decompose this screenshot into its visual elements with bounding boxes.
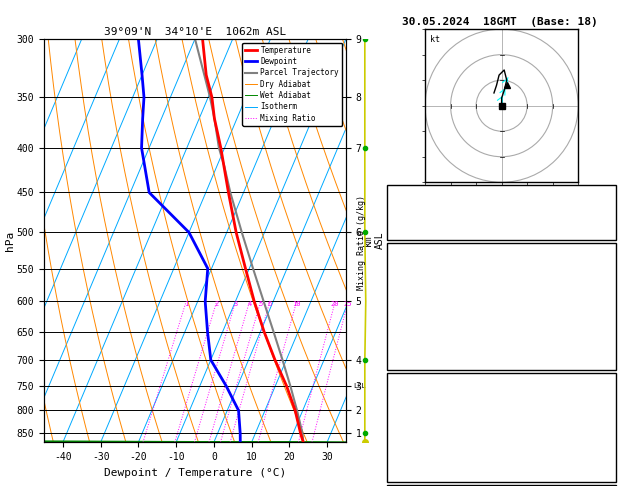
Y-axis label: km
ASL: km ASL [363, 232, 384, 249]
Text: 570: 570 [594, 450, 611, 460]
Text: PW (cm): PW (cm) [392, 226, 433, 236]
Text: Mixing Ratio (g/kg): Mixing Ratio (g/kg) [357, 195, 366, 291]
Title: 39°09'N  34°10'E  1062m ASL: 39°09'N 34°10'E 1062m ASL [104, 27, 286, 37]
Text: CAPE (J): CAPE (J) [392, 450, 439, 460]
Text: 23.7: 23.7 [588, 264, 611, 274]
Text: Temp (°C): Temp (°C) [392, 264, 445, 274]
Text: 28: 28 [599, 189, 611, 199]
Text: Most Unstable: Most Unstable [461, 377, 542, 387]
Text: θₑ (K): θₑ (K) [392, 413, 427, 423]
Text: 20: 20 [331, 301, 340, 308]
Text: Totals Totals: Totals Totals [392, 208, 468, 217]
Text: 2: 2 [214, 301, 219, 308]
Text: 328: 328 [594, 301, 611, 311]
Text: 570: 570 [594, 338, 611, 347]
Text: -2: -2 [599, 319, 611, 329]
Text: 4: 4 [247, 301, 252, 308]
Text: θₑ(K): θₑ(K) [392, 301, 421, 311]
Text: CIN (J): CIN (J) [392, 356, 433, 366]
Y-axis label: hPa: hPa [5, 230, 15, 251]
Text: 5: 5 [259, 301, 263, 308]
Text: 3: 3 [233, 301, 238, 308]
Text: Pressure (mb): Pressure (mb) [392, 394, 468, 404]
Text: 892: 892 [594, 394, 611, 404]
Text: 30.05.2024  18GMT  (Base: 18): 30.05.2024 18GMT (Base: 18) [402, 17, 598, 27]
Text: K: K [392, 189, 398, 199]
Text: 1: 1 [606, 356, 611, 366]
Text: LCL: LCL [353, 383, 365, 389]
Text: Dewp (°C): Dewp (°C) [392, 282, 445, 292]
Legend: Temperature, Dewpoint, Parcel Trajectory, Dry Adiabat, Wet Adiabat, Isotherm, Mi: Temperature, Dewpoint, Parcel Trajectory… [242, 43, 342, 125]
Text: 10: 10 [292, 301, 301, 308]
Text: 1: 1 [606, 468, 611, 478]
Text: 1: 1 [184, 301, 188, 308]
Text: 7: 7 [606, 282, 611, 292]
Text: 328: 328 [594, 413, 611, 423]
Text: 25: 25 [344, 301, 352, 308]
Text: 1.45: 1.45 [588, 226, 611, 236]
Text: Surface: Surface [480, 246, 523, 256]
Text: -2: -2 [599, 431, 611, 441]
Text: 51: 51 [599, 208, 611, 217]
Text: Lifted Index: Lifted Index [392, 319, 462, 329]
Text: kt: kt [430, 35, 440, 44]
Text: © weatheronline.co.uk: © weatheronline.co.uk [438, 471, 562, 481]
Text: CAPE (J): CAPE (J) [392, 338, 439, 347]
X-axis label: Dewpoint / Temperature (°C): Dewpoint / Temperature (°C) [104, 468, 286, 478]
Text: 6: 6 [268, 301, 272, 308]
Text: Lifted Index: Lifted Index [392, 431, 462, 441]
Text: CIN (J): CIN (J) [392, 468, 433, 478]
